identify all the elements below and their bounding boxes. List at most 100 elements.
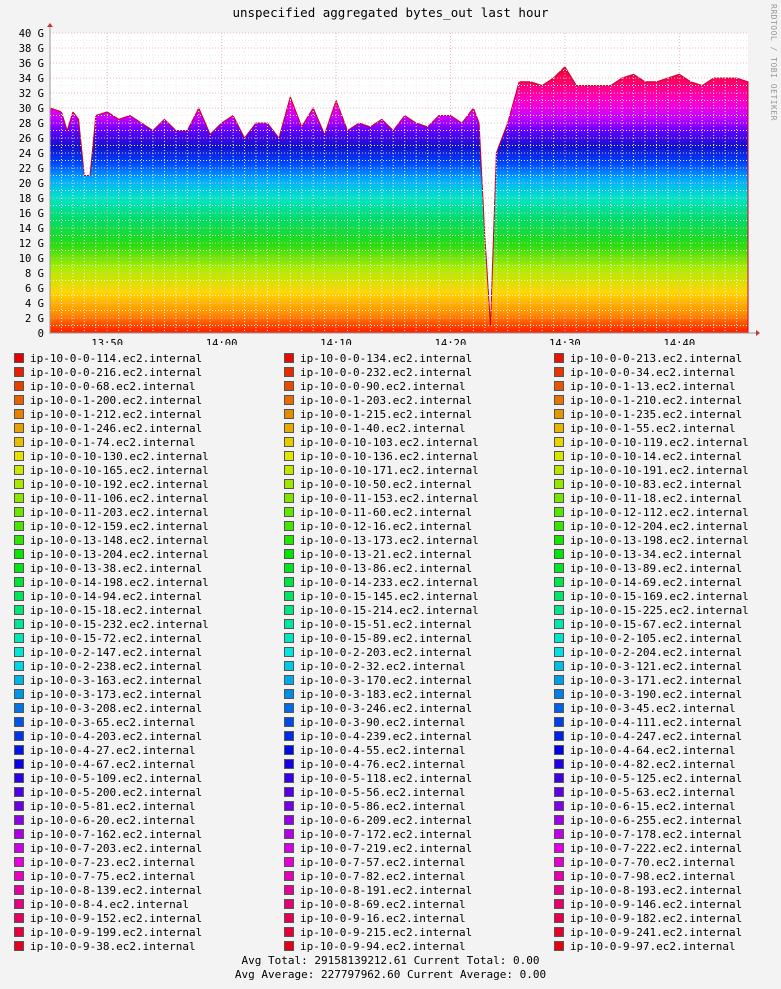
legend-row: ip-10-0-3-173.ec2.internal ip-10-0-3-183.… — [14, 688, 774, 702]
legend-label: ip-10-0-12-159.ec2.internal — [30, 520, 209, 533]
legend-swatch — [554, 549, 564, 559]
legend-item: ip-10-0-1-235.ec2.internal — [554, 408, 742, 422]
legend-label: ip-10-0-15-214.ec2.internal — [300, 604, 479, 617]
legend-label: ip-10-0-1-55.ec2.internal — [570, 422, 736, 435]
legend-swatch — [554, 633, 564, 643]
legend-item: ip-10-0-7-203.ec2.internal — [14, 842, 202, 856]
legend-swatch — [554, 353, 564, 363]
summary-averages: Avg Average: 227797962.60 Current Averag… — [234, 968, 547, 981]
legend-item: ip-10-0-3-246.ec2.internal — [284, 702, 472, 716]
legend-label: ip-10-0-7-219.ec2.internal — [300, 842, 473, 855]
legend-swatch — [284, 409, 294, 419]
legend-swatch — [284, 535, 294, 545]
legend-swatch — [554, 871, 564, 881]
legend-label: ip-10-0-3-163.ec2.internal — [30, 674, 203, 687]
legend-item: ip-10-0-7-75.ec2.internal — [14, 870, 196, 884]
legend-label: ip-10-0-4-27.ec2.internal — [30, 744, 196, 757]
legend-label: ip-10-0-12-204.ec2.internal — [570, 520, 749, 533]
legend-item: ip-10-0-6-209.ec2.internal — [284, 814, 472, 828]
y-tick-label: 34 G — [19, 73, 44, 85]
legend-item: ip-10-0-7-82.ec2.internal — [284, 870, 466, 884]
x-tick-label: 13:50 — [91, 338, 123, 345]
legend-item: ip-10-0-7-222.ec2.internal — [554, 842, 742, 856]
legend-item: ip-10-0-3-163.ec2.internal — [14, 674, 202, 688]
legend-swatch — [284, 423, 294, 433]
legend-label: ip-10-0-11-153.ec2.internal — [300, 492, 479, 505]
legend-item: ip-10-0-4-203.ec2.internal — [14, 730, 202, 744]
legend-swatch — [14, 773, 24, 783]
legend-row: ip-10-0-6-20.ec2.internal ip-10-0-6-209.e… — [14, 814, 774, 828]
legend-item: ip-10-0-4-76.ec2.internal — [284, 758, 466, 772]
legend-item: ip-10-0-11-106.ec2.internal — [14, 492, 209, 506]
legend-item: ip-10-0-5-81.ec2.internal — [14, 800, 196, 814]
legend-swatch — [554, 717, 564, 727]
legend-label: ip-10-0-8-139.ec2.internal — [30, 884, 203, 897]
legend-label: ip-10-0-3-208.ec2.internal — [30, 702, 203, 715]
legend-label: ip-10-0-11-203.ec2.internal — [30, 506, 209, 519]
legend-swatch — [284, 395, 294, 405]
legend-label: ip-10-0-4-67.ec2.internal — [30, 758, 196, 771]
legend-item: ip-10-0-12-159.ec2.internal — [14, 520, 209, 534]
y-tick-label: 14 G — [19, 223, 44, 235]
legend-swatch — [284, 801, 294, 811]
legend-swatch — [554, 927, 564, 937]
legend-item: ip-10-0-7-98.ec2.internal — [554, 870, 736, 884]
legend-item: ip-10-0-1-74.ec2.internal — [14, 436, 196, 450]
legend-swatch — [14, 675, 24, 685]
legend-swatch — [14, 507, 24, 517]
legend-swatch — [554, 773, 564, 783]
legend-swatch — [14, 913, 24, 923]
legend-label: ip-10-0-14-233.ec2.internal — [300, 576, 479, 589]
legend-item: ip-10-0-3-183.ec2.internal — [284, 688, 472, 702]
legend-label: ip-10-0-7-222.ec2.internal — [570, 842, 743, 855]
legend-swatch — [14, 549, 24, 559]
legend-swatch — [554, 703, 564, 713]
legend-swatch — [284, 549, 294, 559]
y-tick-label: 0 — [38, 328, 44, 340]
legend-swatch — [554, 409, 564, 419]
legend-swatch — [554, 423, 564, 433]
legend-item: ip-10-0-15-145.ec2.internal — [284, 590, 479, 604]
legend-row: ip-10-0-9-152.ec2.internal ip-10-0-9-16.e… — [14, 912, 774, 926]
legend-swatch — [14, 899, 24, 909]
legend-item: ip-10-0-9-241.ec2.internal — [554, 926, 742, 940]
legend-label: ip-10-0-3-190.ec2.internal — [570, 688, 743, 701]
legend-row: ip-10-0-0-216.ec2.internal ip-10-0-0-232.… — [14, 366, 774, 380]
legend-item: ip-10-0-5-63.ec2.internal — [554, 786, 736, 800]
legend-swatch — [284, 857, 294, 867]
legend-item: ip-10-0-14-69.ec2.internal — [554, 576, 742, 590]
legend-item: ip-10-0-4-239.ec2.internal — [284, 730, 472, 744]
legend-row: ip-10-0-0-68.ec2.internal ip-10-0-0-90.ec… — [14, 380, 774, 394]
legend-item: ip-10-0-13-86.ec2.internal — [284, 562, 472, 576]
legend-label: ip-10-0-10-191.ec2.internal — [570, 464, 749, 477]
legend-label: ip-10-0-4-64.ec2.internal — [570, 744, 736, 757]
y-tick-label: 28 G — [19, 118, 44, 130]
y-tick-label: 12 G — [19, 238, 44, 250]
legend-label: ip-10-0-10-165.ec2.internal — [30, 464, 209, 477]
legend-label: ip-10-0-3-121.ec2.internal — [570, 660, 743, 673]
legend-swatch — [554, 507, 564, 517]
legend-item: ip-10-0-7-162.ec2.internal — [14, 828, 202, 842]
legend-swatch — [14, 829, 24, 839]
legend-label: ip-10-0-10-192.ec2.internal — [30, 478, 209, 491]
legend-swatch — [554, 591, 564, 601]
legend-item: ip-10-0-15-67.ec2.internal — [554, 618, 742, 632]
legend-swatch — [554, 395, 564, 405]
legend-swatch — [284, 773, 294, 783]
legend-label: ip-10-0-2-105.ec2.internal — [570, 632, 743, 645]
legend-label: ip-10-0-0-216.ec2.internal — [30, 366, 203, 379]
legend-item: ip-10-0-9-182.ec2.internal — [554, 912, 742, 926]
y-tick-label: 30 G — [19, 103, 44, 115]
legend-item: ip-10-0-6-255.ec2.internal — [554, 814, 742, 828]
legend-label: ip-10-0-8-4.ec2.internal — [30, 898, 189, 911]
legend-item: ip-10-0-10-171.ec2.internal — [284, 464, 479, 478]
y-tick-label: 6 G — [25, 283, 44, 295]
legend-swatch — [554, 577, 564, 587]
legend-swatch — [554, 913, 564, 923]
legend-swatch — [284, 913, 294, 923]
legend-item: ip-10-0-2-203.ec2.internal — [284, 646, 472, 660]
legend-label: ip-10-0-11-18.ec2.internal — [570, 492, 743, 505]
legend-item: ip-10-0-11-60.ec2.internal — [284, 506, 472, 520]
legend-item: ip-10-0-0-216.ec2.internal — [14, 366, 202, 380]
legend-label: ip-10-0-7-172.ec2.internal — [300, 828, 473, 841]
